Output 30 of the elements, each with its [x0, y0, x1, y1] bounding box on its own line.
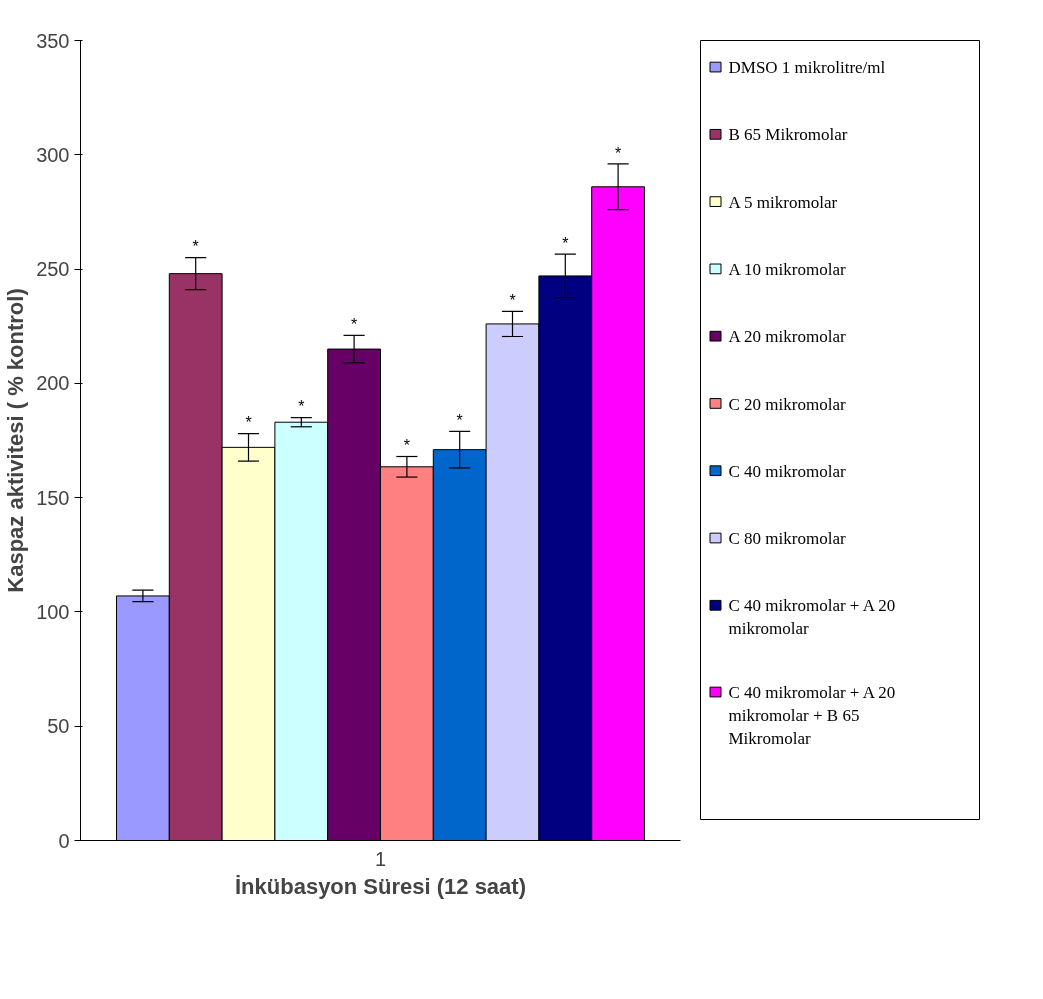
legend-label: C 40 mikromolar + A 20 mikromolar + B 65 Mikromolar: [728, 683, 896, 748]
data-label: *: [403, 437, 411, 455]
legend-label: DMSO 1 mikrolitre/ml: [728, 58, 886, 78]
legend-label: C 40 mikromolar + A 20 mikromolar: [728, 596, 896, 639]
legend-label: C 20 mikromolar: [728, 394, 846, 414]
y-tick-label: 300: [36, 143, 70, 166]
x-tick-label: 1: [374, 847, 387, 870]
data-label: *: [192, 238, 199, 256]
y-tick-label: 350: [36, 29, 70, 52]
data-label: *: [562, 234, 569, 252]
data-label: *: [298, 398, 305, 416]
legend-label: A 10 mikromolar: [728, 260, 846, 280]
y-axis-title: Kaspaz aktivitesi ( % kontrol): [3, 288, 29, 593]
y-tick-label: 100: [36, 600, 70, 623]
legend-label: A 20 mikromolar: [728, 327, 846, 347]
y-tick-label: 50: [47, 715, 70, 738]
legend-label: C 80 mikromolar: [728, 529, 846, 549]
legend-label: B 65 Mikromolar: [728, 125, 848, 145]
legend-label: A 5 mikromolar: [728, 192, 838, 212]
y-tick-label: 200: [36, 372, 70, 395]
data-label: *: [350, 316, 358, 334]
y-tick-label: 250: [36, 258, 70, 281]
data-label: *: [245, 414, 252, 432]
data-label: *: [456, 412, 463, 430]
x-axis-title: İnkübasyon Süresi (12 saat): [235, 873, 526, 899]
legend-label: C 40 mikromolar: [728, 461, 846, 481]
y-tick-label: 0: [58, 829, 70, 852]
data-label: *: [614, 144, 622, 162]
data-label: *: [509, 292, 516, 310]
y-tick-label: 150: [36, 486, 70, 509]
